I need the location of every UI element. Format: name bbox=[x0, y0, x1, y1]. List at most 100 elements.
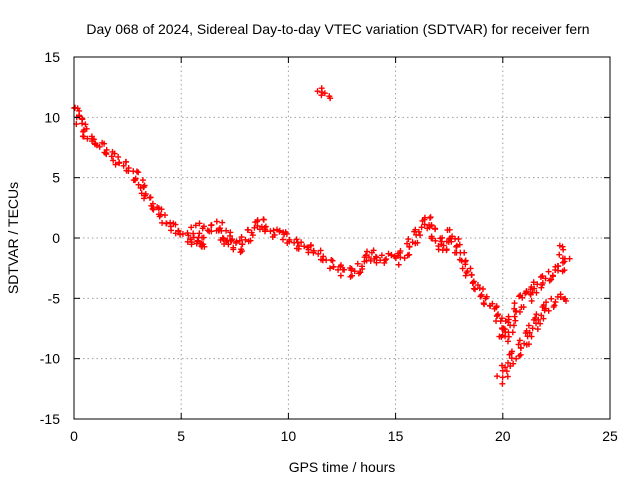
data-point bbox=[358, 263, 365, 270]
data-point bbox=[497, 318, 504, 325]
data-point bbox=[135, 169, 142, 176]
data-point bbox=[508, 348, 515, 355]
data-point bbox=[525, 322, 532, 329]
data-point bbox=[498, 362, 505, 369]
data-point bbox=[483, 293, 490, 300]
data-point bbox=[530, 279, 537, 286]
data-point bbox=[453, 242, 460, 249]
data-point bbox=[192, 222, 199, 229]
data-point bbox=[510, 322, 517, 329]
data-point bbox=[502, 333, 509, 340]
data-point bbox=[184, 230, 191, 236]
data-point bbox=[539, 273, 546, 280]
data-point bbox=[511, 313, 518, 320]
data-point bbox=[168, 227, 175, 234]
data-point bbox=[93, 142, 100, 149]
data-point bbox=[177, 231, 184, 238]
data-point bbox=[354, 260, 361, 267]
data-point bbox=[516, 337, 523, 344]
data-point bbox=[397, 247, 404, 254]
data-point bbox=[373, 259, 380, 266]
data-point bbox=[137, 184, 144, 191]
data-point bbox=[401, 255, 408, 262]
data-point bbox=[515, 341, 522, 348]
data-point bbox=[457, 249, 464, 256]
data-point bbox=[135, 181, 142, 188]
chart-title: Day 068 of 2024, Sidereal Day-to-day VTE… bbox=[86, 21, 589, 37]
data-point bbox=[139, 177, 146, 184]
data-point bbox=[279, 236, 286, 243]
data-point bbox=[167, 219, 174, 226]
data-point bbox=[271, 231, 278, 238]
data-point bbox=[315, 250, 322, 257]
data-point bbox=[149, 200, 156, 207]
data-point bbox=[479, 285, 486, 292]
data-point bbox=[496, 333, 503, 340]
data-point bbox=[233, 238, 240, 245]
data-point bbox=[108, 153, 115, 160]
data-point bbox=[523, 289, 530, 296]
data-point bbox=[468, 271, 475, 278]
data-point bbox=[101, 140, 108, 147]
data-point bbox=[329, 257, 336, 264]
data-point bbox=[511, 300, 518, 307]
data-point bbox=[339, 266, 346, 273]
data-point bbox=[217, 236, 224, 243]
data-point bbox=[172, 221, 179, 228]
data-point bbox=[175, 228, 182, 235]
data-point bbox=[283, 230, 290, 237]
data-point bbox=[378, 252, 385, 259]
data-point bbox=[523, 327, 530, 334]
data-point bbox=[79, 120, 86, 127]
data-point bbox=[504, 338, 511, 345]
data-point bbox=[533, 289, 540, 296]
data-point bbox=[549, 272, 556, 279]
data-point bbox=[463, 269, 470, 276]
data-point bbox=[545, 268, 552, 275]
data-point bbox=[559, 259, 566, 266]
data-point bbox=[365, 254, 372, 261]
data-point bbox=[276, 228, 283, 235]
data-point bbox=[307, 242, 314, 249]
data-point bbox=[123, 158, 130, 165]
data-point bbox=[385, 250, 392, 257]
data-point bbox=[470, 278, 477, 285]
x-tick-label: 5 bbox=[177, 428, 185, 444]
y-tick-label: 0 bbox=[52, 230, 60, 246]
data-point bbox=[201, 243, 208, 250]
data-point bbox=[493, 304, 500, 311]
data-point bbox=[417, 232, 424, 239]
data-point bbox=[382, 257, 389, 264]
data-point bbox=[338, 262, 344, 269]
data-point bbox=[542, 275, 549, 282]
data-point bbox=[561, 255, 568, 262]
data-point bbox=[443, 247, 450, 254]
data-point bbox=[426, 224, 433, 231]
data-point bbox=[439, 234, 446, 241]
data-point bbox=[453, 243, 460, 250]
data-point bbox=[548, 295, 555, 302]
data-point bbox=[102, 150, 109, 157]
y-tick-label: 15 bbox=[44, 49, 60, 65]
data-point bbox=[248, 229, 255, 236]
data-point bbox=[220, 235, 227, 242]
data-point bbox=[388, 252, 395, 259]
data-point bbox=[405, 236, 412, 243]
data-point bbox=[200, 234, 207, 241]
data-point bbox=[125, 168, 132, 175]
data-point bbox=[295, 243, 302, 250]
data-point bbox=[196, 230, 203, 237]
data-point bbox=[194, 238, 201, 245]
data-point bbox=[535, 316, 542, 323]
data-point bbox=[533, 311, 540, 318]
data-point bbox=[383, 256, 390, 263]
data-point bbox=[227, 237, 234, 244]
data-point bbox=[519, 294, 526, 301]
y-tick-label: -5 bbox=[48, 290, 61, 306]
data-point bbox=[208, 221, 215, 228]
y-axis-label: SDTVAR / TECUs bbox=[5, 182, 21, 294]
data-point bbox=[561, 267, 568, 274]
data-point bbox=[470, 285, 477, 292]
data-point bbox=[452, 235, 459, 242]
data-point bbox=[298, 239, 305, 246]
